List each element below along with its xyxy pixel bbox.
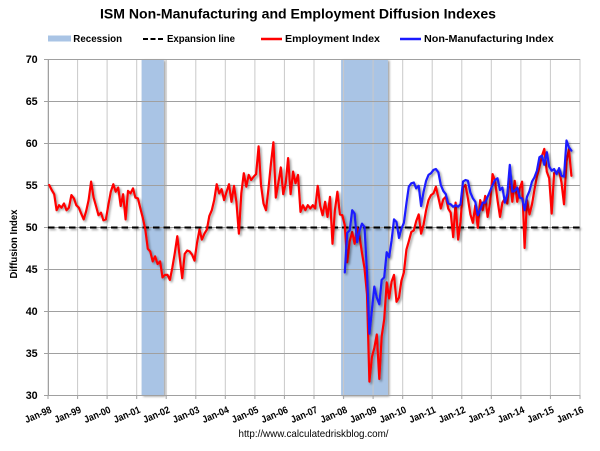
svg-text:ISM Non-Manufacturing and Empl: ISM Non-Manufacturing and Employment Dif… [100, 7, 496, 22]
svg-text:70: 70 [26, 54, 38, 66]
svg-text:40: 40 [26, 306, 38, 318]
svg-text:60: 60 [26, 138, 38, 150]
svg-text:Diffusion Index: Diffusion Index [8, 209, 20, 278]
svg-text:50: 50 [26, 222, 38, 234]
svg-text:35: 35 [26, 348, 38, 360]
svg-text:http://www.calculatedriskblog.: http://www.calculatedriskblog.com/ [239, 428, 389, 440]
svg-text:Expansion line: Expansion line [167, 33, 235, 45]
svg-text:45: 45 [26, 264, 38, 276]
svg-text:Employment Index: Employment Index [285, 33, 380, 45]
svg-text:Recession: Recession [73, 33, 122, 45]
svg-text:65: 65 [26, 96, 38, 108]
svg-text:55: 55 [26, 180, 38, 192]
svg-text:30: 30 [26, 390, 38, 402]
svg-text:Non-Manufacturing Index: Non-Manufacturing Index [424, 33, 554, 45]
